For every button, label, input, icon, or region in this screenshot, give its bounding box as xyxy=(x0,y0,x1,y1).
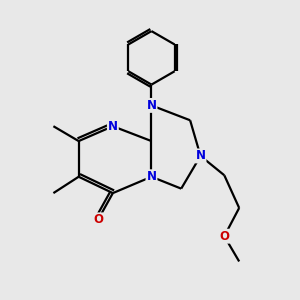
Text: N: N xyxy=(196,149,206,162)
Text: O: O xyxy=(219,230,229,243)
Text: O: O xyxy=(93,213,103,226)
Text: N: N xyxy=(146,170,157,183)
Text: N: N xyxy=(108,120,118,133)
Text: N: N xyxy=(146,99,157,112)
